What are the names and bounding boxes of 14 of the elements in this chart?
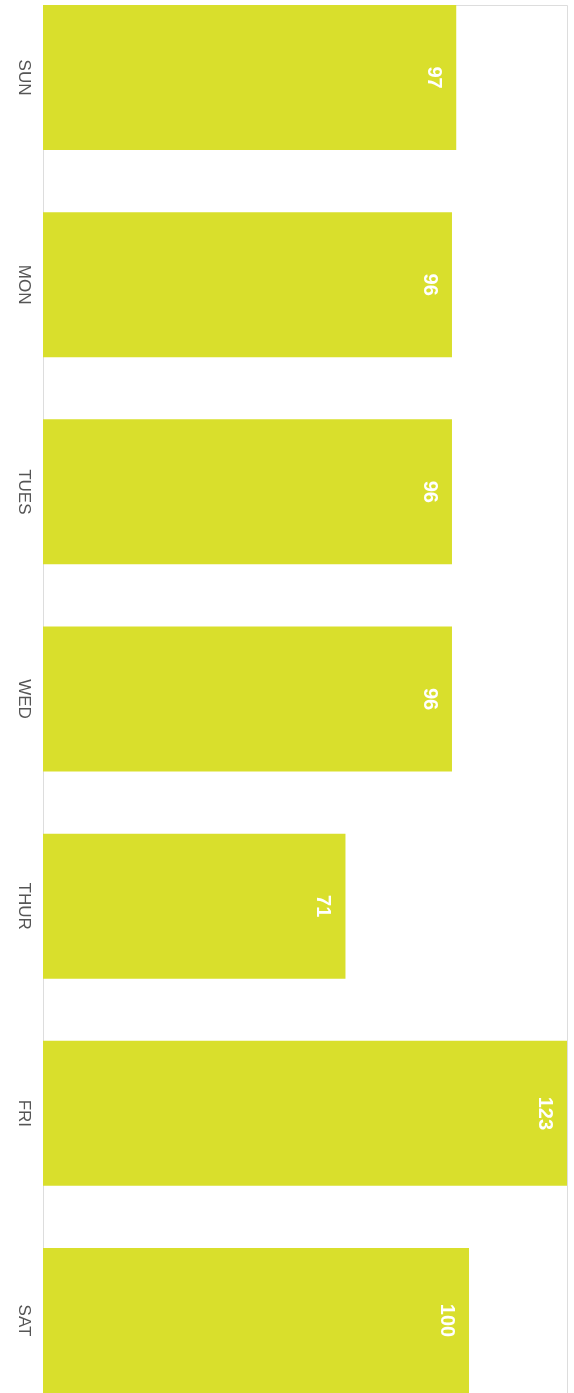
data-label: 96 xyxy=(419,687,442,711)
data-label: 123 xyxy=(535,1096,557,1131)
y-tick-label: SUN xyxy=(14,59,34,96)
data-label: 96 xyxy=(419,480,442,503)
y-tick-label: WED xyxy=(14,679,34,719)
y-tick-label: TUES xyxy=(14,469,34,515)
y-tick-label: SAT xyxy=(14,1304,34,1337)
data-label: 97 xyxy=(424,66,447,89)
data-label: 100 xyxy=(437,1303,460,1338)
y-tick-label: FRI xyxy=(14,1099,34,1128)
data-label: 71 xyxy=(313,895,336,918)
y-tick-label: MON xyxy=(14,264,34,305)
data-label: 96 xyxy=(419,273,442,296)
y-tick-label: THUR xyxy=(14,882,34,930)
